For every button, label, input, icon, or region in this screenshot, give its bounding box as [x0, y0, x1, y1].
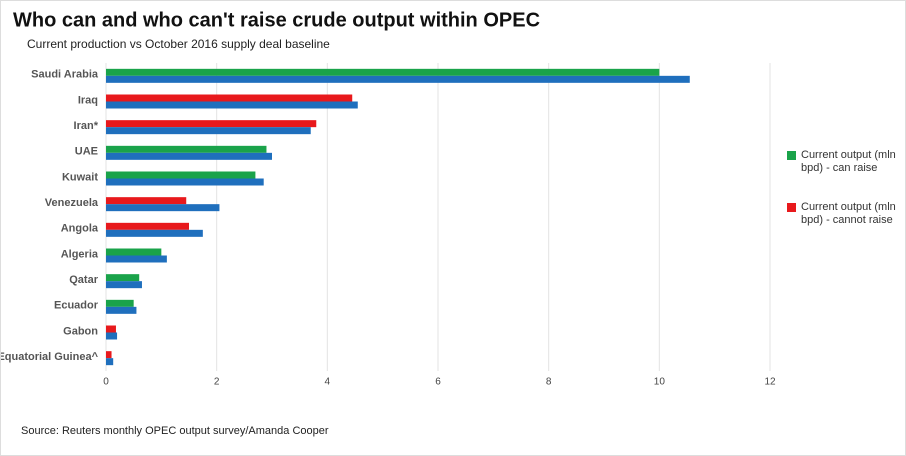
- x-tick-label: 8: [546, 377, 552, 388]
- bar: [106, 178, 264, 186]
- bar: [106, 274, 140, 282]
- bar: [106, 306, 137, 314]
- x-tick-label: 2: [214, 377, 220, 388]
- chart-subtitle: Current production vs October 2016 suppl…: [27, 37, 330, 51]
- bar: [106, 68, 660, 76]
- y-tick-label: Venezuela: [45, 197, 99, 209]
- x-tick-label: 6: [435, 377, 441, 388]
- bar: [106, 171, 256, 179]
- bar: [106, 145, 267, 153]
- x-tick-label: 10: [654, 377, 666, 388]
- y-tick-label: Gabon: [63, 325, 98, 337]
- y-tick-label: Iran*: [74, 120, 99, 132]
- bar: [106, 281, 142, 289]
- bar: [106, 299, 134, 307]
- y-tick-label: Ecuador: [54, 300, 99, 312]
- x-tick-label: 0: [103, 377, 109, 388]
- bar: [106, 222, 189, 230]
- x-tick-label: 4: [325, 377, 331, 388]
- bar: [106, 351, 112, 359]
- y-tick-label: Kuwait: [62, 171, 98, 183]
- legend-item: Current output (mln bpd) - cannot raise: [787, 201, 897, 227]
- bar: [106, 255, 167, 263]
- bar: [106, 197, 187, 205]
- x-tick-label: 12: [764, 377, 776, 388]
- chart-title: Who can and who can't raise crude output…: [13, 9, 540, 31]
- y-tick-label: Saudi Arabia: [31, 69, 99, 81]
- bar: [106, 152, 272, 160]
- bar: [106, 75, 690, 83]
- bar: [106, 127, 311, 135]
- bar: [106, 101, 358, 109]
- y-tick-label: Algeria: [61, 248, 99, 260]
- source: Source: Reuters monthly OPEC output surv…: [21, 425, 329, 437]
- y-tick-label: UAE: [75, 146, 98, 158]
- bar: [106, 325, 116, 333]
- bar: [106, 204, 220, 212]
- bar: [106, 94, 353, 102]
- legend-swatch: [787, 151, 796, 160]
- legend-swatch: [787, 203, 796, 212]
- y-tick-label: Angola: [61, 223, 99, 235]
- bar: [106, 120, 317, 128]
- bar: [106, 248, 162, 256]
- legend-label: Current output (mln bpd) - cannot raise: [801, 201, 896, 226]
- bar: [106, 332, 118, 340]
- y-tick-label: Iraq: [78, 94, 98, 106]
- y-tick-label: Equatorial Guinea^: [1, 351, 99, 363]
- legend-item: Current output (mln bpd) - can raise: [787, 149, 897, 175]
- y-tick-label: Qatar: [69, 274, 98, 286]
- legend-label: Current output (mln bpd) - can raise: [801, 149, 896, 174]
- bar: [106, 358, 114, 366]
- bar: [106, 229, 203, 237]
